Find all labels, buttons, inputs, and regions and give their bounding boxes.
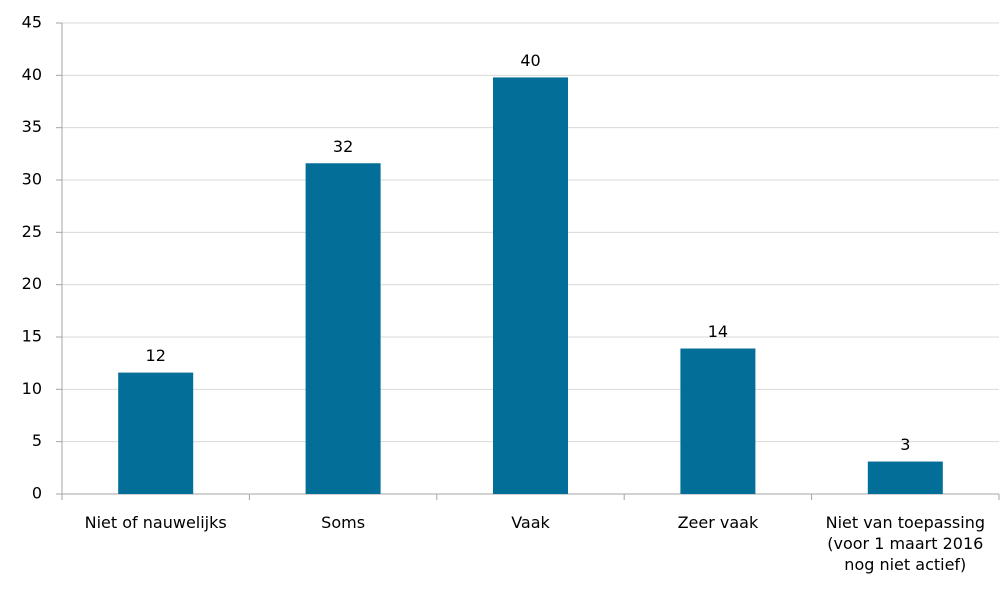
x-tick-label: Niet van toepassing (voor 1 maart 2016 n…	[825, 513, 985, 574]
y-tick-label: 35	[22, 117, 42, 136]
x-tick-label: Niet of nauwelijks	[84, 513, 227, 532]
data-label: 32	[333, 137, 353, 156]
y-tick-label: 5	[32, 431, 42, 450]
x-tick-label: Zeer vaak	[677, 513, 759, 532]
data-label: 12	[146, 346, 166, 365]
y-tick-label: 40	[22, 65, 42, 84]
y-tick-label: 20	[22, 274, 42, 293]
y-tick-label: 10	[22, 379, 42, 398]
bar	[305, 163, 381, 494]
bar	[867, 461, 943, 494]
y-tick-label: 45	[22, 13, 42, 32]
bar	[118, 372, 194, 494]
x-tick-label: Soms	[321, 513, 366, 532]
data-label: 40	[520, 51, 540, 70]
y-tick-label: 15	[22, 327, 42, 346]
bar	[493, 77, 568, 494]
y-tick-label: 0	[32, 484, 42, 503]
data-label: 14	[708, 322, 728, 341]
x-tick-label: Vaak	[511, 513, 550, 532]
bar	[680, 348, 756, 494]
data-label: 3	[900, 435, 910, 454]
y-tick-label: 30	[22, 170, 42, 189]
y-tick-label: 25	[22, 222, 42, 241]
